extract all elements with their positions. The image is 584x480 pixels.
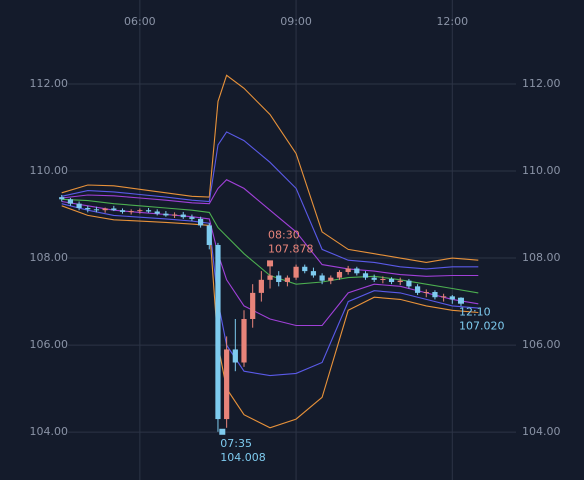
annotation-time: 12:10 (459, 306, 491, 319)
y-tick-label: 112.00 (30, 77, 69, 90)
candle-body (215, 245, 221, 420)
candle-body (362, 273, 369, 278)
band-line (61, 205, 479, 429)
candle-body (449, 296, 455, 300)
candle-body (189, 217, 195, 219)
candle-body (354, 268, 360, 274)
candle-body (128, 211, 134, 213)
candle-body (93, 209, 100, 211)
candle-body (171, 214, 178, 216)
candle-body (76, 203, 82, 209)
annotation-marker (457, 297, 464, 304)
annotation-marker (267, 260, 274, 267)
candle-body (371, 277, 377, 280)
candle-body (406, 280, 412, 287)
candle-body (423, 292, 429, 294)
candle-body (154, 211, 160, 214)
y-tick-label: 104.00 (522, 425, 561, 438)
candle-body (310, 271, 317, 276)
candle-body (388, 278, 395, 282)
candle-body (284, 277, 290, 282)
candle-body (397, 280, 403, 282)
candle-body (241, 318, 247, 363)
candle-body (206, 225, 212, 246)
y-tick-label: 112.00 (522, 77, 561, 90)
band-line (61, 74, 479, 263)
candle-body (59, 197, 65, 200)
x-tick-label: 12:00 (436, 15, 468, 28)
candle-body (267, 275, 273, 280)
x-tick-label: 06:00 (124, 15, 156, 28)
candle-body (145, 210, 152, 212)
candle-body (276, 275, 282, 282)
candle-body (102, 208, 108, 211)
candle-body (224, 349, 230, 420)
annotation-price: 107.020 (459, 320, 505, 333)
band-line (61, 203, 479, 377)
candle-body (414, 286, 421, 293)
candle-body (163, 213, 169, 216)
candle-body (180, 214, 186, 218)
candle-body (380, 278, 386, 280)
candle-body (198, 218, 204, 226)
band-line (61, 179, 479, 277)
candle-body (232, 349, 238, 363)
candle-body (67, 199, 74, 204)
annotation-price: 104.008 (220, 451, 266, 464)
annotation-time: 07:35 (220, 437, 252, 450)
y-tick-label: 108.00 (522, 251, 561, 264)
candle-body (258, 279, 264, 293)
y-tick-label: 110.00 (30, 164, 69, 177)
candle-body (336, 271, 343, 278)
candle-body (119, 210, 126, 212)
y-tick-label: 106.00 (522, 338, 561, 351)
x-tick-label: 09:00 (280, 15, 312, 28)
candle-body (85, 208, 91, 210)
candle-body (432, 292, 438, 298)
candle-body (345, 268, 351, 272)
annotation-time: 08:30 (268, 228, 300, 241)
candle-body (250, 292, 256, 319)
candle-body (441, 296, 447, 298)
band-line (61, 131, 479, 270)
annotation-marker (219, 428, 226, 435)
y-tick-label: 104.00 (30, 425, 69, 438)
annotation-price: 107.878 (268, 242, 314, 255)
y-tick-label: 108.00 (30, 251, 69, 264)
y-tick-label: 110.00 (522, 164, 561, 177)
candle-body (328, 277, 334, 281)
candle-body (111, 208, 117, 211)
candle-body (302, 266, 308, 272)
candle-body (293, 266, 299, 278)
y-tick-label: 106.00 (30, 338, 69, 351)
candle-body (319, 275, 325, 281)
candle-body (137, 210, 143, 212)
